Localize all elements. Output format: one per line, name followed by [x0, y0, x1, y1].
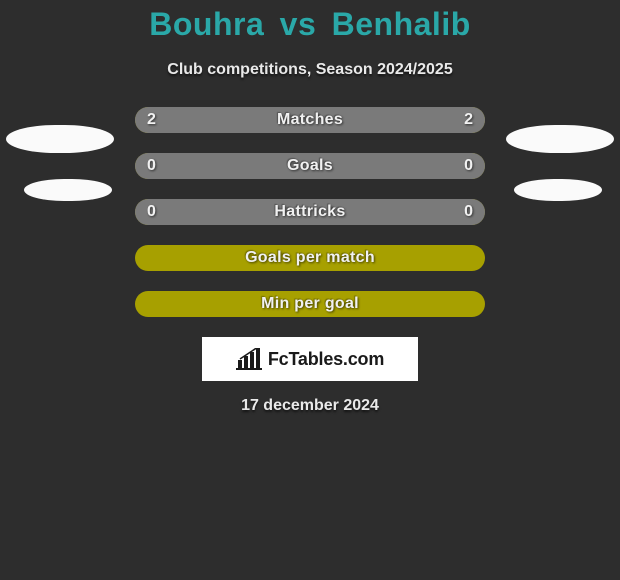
stat-row-hattricks: 0 Hattricks 0 — [135, 199, 485, 225]
stat-value-right: 2 — [464, 111, 473, 129]
team-a-badge-2 — [24, 179, 112, 201]
stat-label: Hattricks — [274, 203, 345, 221]
comparison-card: Bouhra vs Benhalib Club competitions, Se… — [0, 0, 620, 433]
stat-row-matches: 2 Matches 2 — [135, 107, 485, 133]
stat-label: Matches — [277, 111, 343, 129]
brand-name: FcTables.com — [268, 349, 384, 370]
stat-rows: 2 Matches 2 0 Goals 0 0 Hattricks 0 Goal… — [135, 107, 485, 317]
title: Bouhra vs Benhalib — [0, 6, 620, 43]
stat-row-min-per-goal: Min per goal — [135, 291, 485, 317]
stat-value-right: 0 — [464, 157, 473, 175]
title-vs: vs — [280, 6, 317, 42]
bar-chart-icon — [236, 348, 262, 370]
stat-label: Goals per match — [245, 249, 375, 267]
stat-value-left: 2 — [147, 111, 156, 129]
stat-value-right: 0 — [464, 203, 473, 221]
team-b-badge-1 — [506, 125, 614, 153]
stat-label: Goals — [287, 157, 333, 175]
stat-value-left: 0 — [147, 157, 156, 175]
date: 17 december 2024 — [0, 397, 620, 415]
player-b-name: Benhalib — [332, 6, 471, 42]
stat-row-goals-per-match: Goals per match — [135, 245, 485, 271]
team-a-badge-1 — [6, 125, 114, 153]
stat-value-left: 0 — [147, 203, 156, 221]
player-a-name: Bouhra — [149, 6, 264, 42]
team-b-badge-2 — [514, 179, 602, 201]
subtitle: Club competitions, Season 2024/2025 — [0, 61, 620, 79]
stat-row-goals: 0 Goals 0 — [135, 153, 485, 179]
stat-label: Min per goal — [261, 295, 359, 313]
brand-box[interactable]: FcTables.com — [202, 337, 418, 381]
